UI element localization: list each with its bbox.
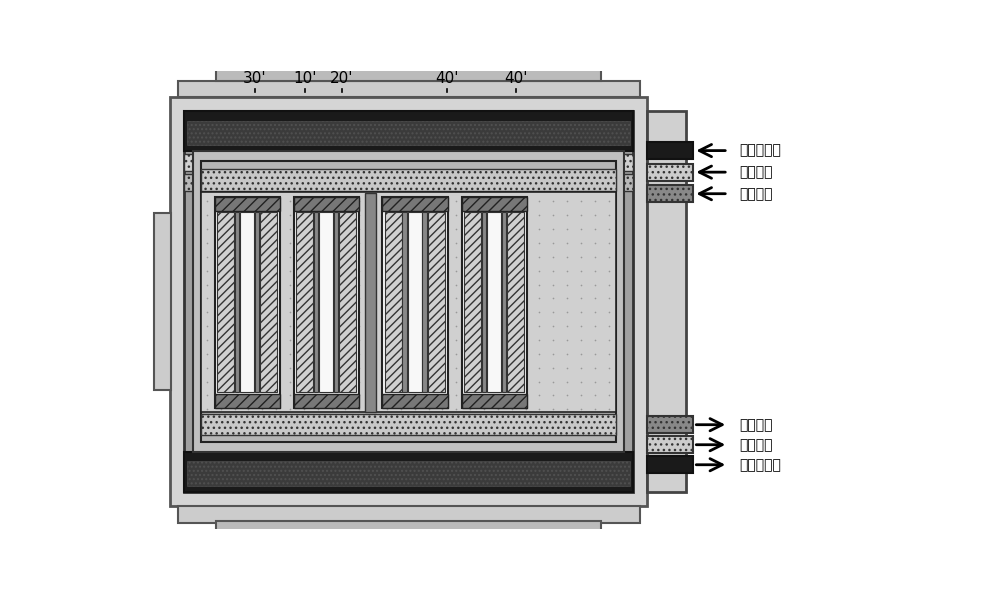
Bar (240, 212, 254, 393)
Bar (334, 212, 338, 393)
Bar (464, 212, 481, 393)
Bar (462, 197, 527, 211)
Bar (647, 142, 693, 159)
Bar (507, 212, 524, 393)
Bar (215, 197, 280, 407)
Bar (184, 154, 633, 172)
Text: 冷却水出口: 冷却水出口 (740, 458, 782, 472)
Bar (296, 212, 313, 393)
Text: 氢气进口: 氢气进口 (740, 187, 773, 201)
Bar (319, 212, 333, 393)
Bar (154, 213, 171, 390)
Bar (201, 169, 616, 191)
Text: 30': 30' (243, 71, 266, 86)
Bar (408, 212, 422, 393)
Bar (428, 212, 445, 393)
Bar (385, 212, 402, 393)
Bar (255, 212, 259, 393)
Bar (647, 185, 693, 202)
Bar (647, 416, 693, 433)
Bar (382, 197, 448, 211)
Bar (215, 197, 280, 211)
Bar (178, 81, 640, 97)
Bar (487, 212, 501, 393)
Bar (382, 394, 448, 407)
Text: 20': 20' (330, 71, 353, 86)
Text: 空气进口: 空气进口 (740, 165, 773, 179)
Bar (178, 505, 640, 523)
Bar (217, 212, 234, 393)
Text: 40': 40' (435, 71, 459, 86)
Bar (201, 162, 616, 442)
Bar (462, 197, 527, 407)
Bar (647, 164, 693, 181)
Bar (216, 65, 601, 81)
Bar (193, 151, 624, 451)
Bar (187, 461, 630, 485)
Bar (382, 197, 448, 407)
Bar (402, 212, 407, 393)
Bar (647, 456, 693, 473)
Bar (184, 451, 633, 492)
Text: 氢气出口: 氢气出口 (740, 418, 773, 432)
Bar (260, 212, 277, 393)
Bar (647, 436, 693, 453)
Bar (187, 121, 630, 145)
Bar (482, 212, 486, 393)
Text: 空气出口: 空气出口 (740, 438, 773, 451)
Bar (184, 111, 633, 151)
Bar (647, 111, 686, 492)
Bar (201, 192, 616, 412)
Bar (201, 414, 616, 435)
Bar (294, 197, 359, 211)
Bar (462, 394, 527, 407)
Bar (235, 212, 239, 393)
Bar (365, 193, 376, 412)
Bar (314, 212, 318, 393)
Bar (216, 521, 601, 538)
Bar (422, 212, 427, 393)
Bar (294, 394, 359, 407)
Bar (215, 394, 280, 407)
Text: 40': 40' (505, 71, 528, 86)
Text: 冷却水进口: 冷却水进口 (740, 144, 782, 157)
Bar (184, 111, 633, 492)
Bar (339, 212, 356, 393)
Bar (294, 197, 359, 407)
Bar (502, 212, 506, 393)
Text: 10': 10' (293, 71, 316, 86)
Bar (184, 175, 633, 191)
Bar (170, 97, 647, 505)
